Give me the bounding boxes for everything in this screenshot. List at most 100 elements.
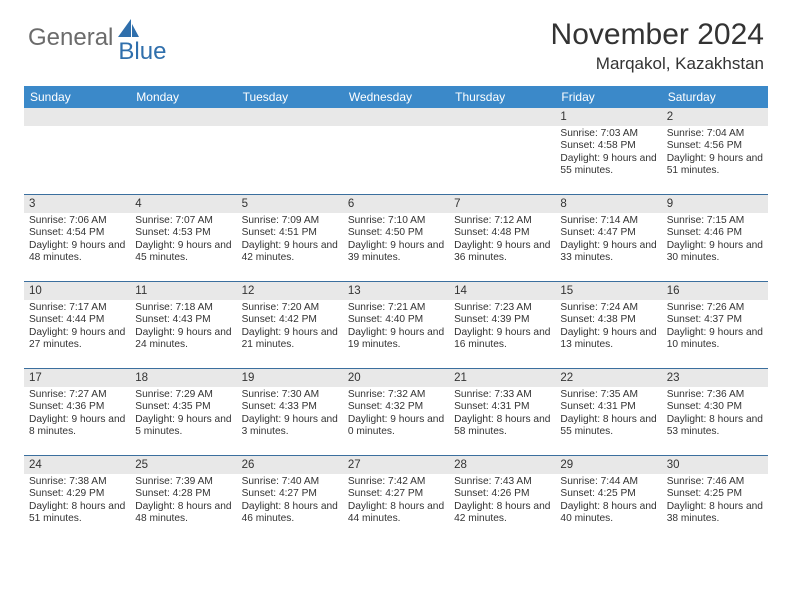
calendar: SundayMondayTuesdayWednesdayThursdayFrid… [24,86,768,542]
day-body: Sunrise: 7:29 AMSunset: 4:35 PMDaylight:… [130,387,236,443]
day-info-line: Daylight: 9 hours and 13 minutes. [560,327,656,352]
day-info-line: Daylight: 8 hours and 53 minutes. [667,414,763,439]
day-body: Sunrise: 7:39 AMSunset: 4:28 PMDaylight:… [130,474,236,530]
day-cell: 12Sunrise: 7:20 AMSunset: 4:42 PMDayligh… [237,282,343,368]
day-info-line: Sunset: 4:33 PM [242,401,338,413]
weekday-header: Tuesday [237,86,343,108]
day-number: 10 [24,282,130,300]
day-info-line: Sunrise: 7:20 AM [242,302,338,314]
day-body: Sunrise: 7:14 AMSunset: 4:47 PMDaylight:… [555,213,661,269]
day-info-line: Daylight: 9 hours and 21 minutes. [242,327,338,352]
day-info-line: Daylight: 9 hours and 27 minutes. [29,327,125,352]
day-info-line: Daylight: 9 hours and 48 minutes. [29,240,125,265]
day-number: 8 [555,195,661,213]
day-info-line: Sunrise: 7:12 AM [454,215,550,227]
week-row: 17Sunrise: 7:27 AMSunset: 4:36 PMDayligh… [24,368,768,455]
day-number: 7 [449,195,555,213]
day-cell: 8Sunrise: 7:14 AMSunset: 4:47 PMDaylight… [555,195,661,281]
weekday-header: Saturday [662,86,768,108]
day-number: 21 [449,369,555,387]
day-info-line: Sunset: 4:29 PM [29,488,125,500]
day-info-line: Daylight: 8 hours and 46 minutes. [242,501,338,526]
day-info-line: Daylight: 9 hours and 51 minutes. [667,153,763,178]
month-title: November 2024 [551,18,764,52]
brand-text-1: General [28,24,113,52]
day-info-line: Sunset: 4:31 PM [560,401,656,413]
day-number: 9 [662,195,768,213]
day-number: 20 [343,369,449,387]
day-body: Sunrise: 7:32 AMSunset: 4:32 PMDaylight:… [343,387,449,443]
day-cell: 28Sunrise: 7:43 AMSunset: 4:26 PMDayligh… [449,456,555,542]
day-info-line: Sunrise: 7:04 AM [667,128,763,140]
week-row: 10Sunrise: 7:17 AMSunset: 4:44 PMDayligh… [24,281,768,368]
day-number: 28 [449,456,555,474]
calendar-grid: 1Sunrise: 7:03 AMSunset: 4:58 PMDaylight… [24,108,768,542]
day-info-line: Sunrise: 7:30 AM [242,389,338,401]
day-info-line: Sunrise: 7:17 AM [29,302,125,314]
day-cell: 26Sunrise: 7:40 AMSunset: 4:27 PMDayligh… [237,456,343,542]
day-info-line: Sunrise: 7:18 AM [135,302,231,314]
day-body: Sunrise: 7:36 AMSunset: 4:30 PMDaylight:… [662,387,768,443]
day-cell: 21Sunrise: 7:33 AMSunset: 4:31 PMDayligh… [449,369,555,455]
day-info-line: Sunrise: 7:44 AM [560,476,656,488]
day-info-line: Sunset: 4:56 PM [667,140,763,152]
day-cell: 30Sunrise: 7:46 AMSunset: 4:25 PMDayligh… [662,456,768,542]
page-header: General Blue November 2024 Marqakol, Kaz… [0,0,792,80]
day-number: 4 [130,195,236,213]
day-info-line: Daylight: 9 hours and 8 minutes. [29,414,125,439]
day-number: 15 [555,282,661,300]
week-row: 3Sunrise: 7:06 AMSunset: 4:54 PMDaylight… [24,194,768,281]
day-number: 14 [449,282,555,300]
day-body [237,126,343,132]
day-number: 18 [130,369,236,387]
day-info-line: Sunrise: 7:36 AM [667,389,763,401]
day-number: 30 [662,456,768,474]
day-body [343,126,449,132]
day-info-line: Sunset: 4:42 PM [242,314,338,326]
day-info-line: Sunset: 4:48 PM [454,227,550,239]
day-cell: 14Sunrise: 7:23 AMSunset: 4:39 PMDayligh… [449,282,555,368]
day-info-line: Sunrise: 7:39 AM [135,476,231,488]
day-number: 13 [343,282,449,300]
day-cell: 27Sunrise: 7:42 AMSunset: 4:27 PMDayligh… [343,456,449,542]
brand-logo: General Blue [28,18,188,52]
day-body [449,126,555,132]
weekday-header: Monday [130,86,236,108]
day-number: 17 [24,369,130,387]
day-number: 23 [662,369,768,387]
day-info-line: Sunrise: 7:09 AM [242,215,338,227]
day-cell: 18Sunrise: 7:29 AMSunset: 4:35 PMDayligh… [130,369,236,455]
day-number: 5 [237,195,343,213]
day-info-line: Daylight: 9 hours and 33 minutes. [560,240,656,265]
day-cell: 19Sunrise: 7:30 AMSunset: 4:33 PMDayligh… [237,369,343,455]
day-cell: 1Sunrise: 7:03 AMSunset: 4:58 PMDaylight… [555,108,661,194]
day-cell: 22 Sunrise: 7:35 AMSunset: 4:31 PMDayligh… [555,369,661,455]
day-info-line: Daylight: 9 hours and 5 minutes. [135,414,231,439]
day-info-line: Sunrise: 7:24 AM [560,302,656,314]
day-info-line: Sunset: 4:32 PM [348,401,444,413]
day-info-line: Sunset: 4:47 PM [560,227,656,239]
day-info-line: Sunset: 4:58 PM [560,140,656,152]
location-label: Marqakol, Kazakhstan [551,54,764,74]
day-info-line: Daylight: 8 hours and 44 minutes. [348,501,444,526]
day-info-line: Daylight: 9 hours and 24 minutes. [135,327,231,352]
day-info-line: Daylight: 9 hours and 45 minutes. [135,240,231,265]
day-number: 22 [555,369,661,387]
day-number: 25 [130,456,236,474]
day-info-line: Daylight: 8 hours and 58 minutes. [454,414,550,439]
day-cell: 9Sunrise: 7:15 AMSunset: 4:46 PMDaylight… [662,195,768,281]
day-info-line: Sunrise: 7:07 AM [135,215,231,227]
day-info-line: Daylight: 8 hours and 55 minutes. [560,414,656,439]
day-cell: 3Sunrise: 7:06 AMSunset: 4:54 PMDaylight… [24,195,130,281]
day-cell: 16Sunrise: 7:26 AMSunset: 4:37 PMDayligh… [662,282,768,368]
day-cell: 2Sunrise: 7:04 AMSunset: 4:56 PMDaylight… [662,108,768,194]
day-body: Sunrise: 7:06 AMSunset: 4:54 PMDaylight:… [24,213,130,269]
day-number [130,108,236,126]
day-info-line: Daylight: 9 hours and 36 minutes. [454,240,550,265]
day-info-line: Sunrise: 7:38 AM [29,476,125,488]
day-info-line: Daylight: 9 hours and 30 minutes. [667,240,763,265]
day-info-line: Sunrise: 7:03 AM [560,128,656,140]
day-info-line: Sunrise: 7:35 AM [560,389,656,401]
day-info-line: Sunset: 4:27 PM [242,488,338,500]
day-number [24,108,130,126]
